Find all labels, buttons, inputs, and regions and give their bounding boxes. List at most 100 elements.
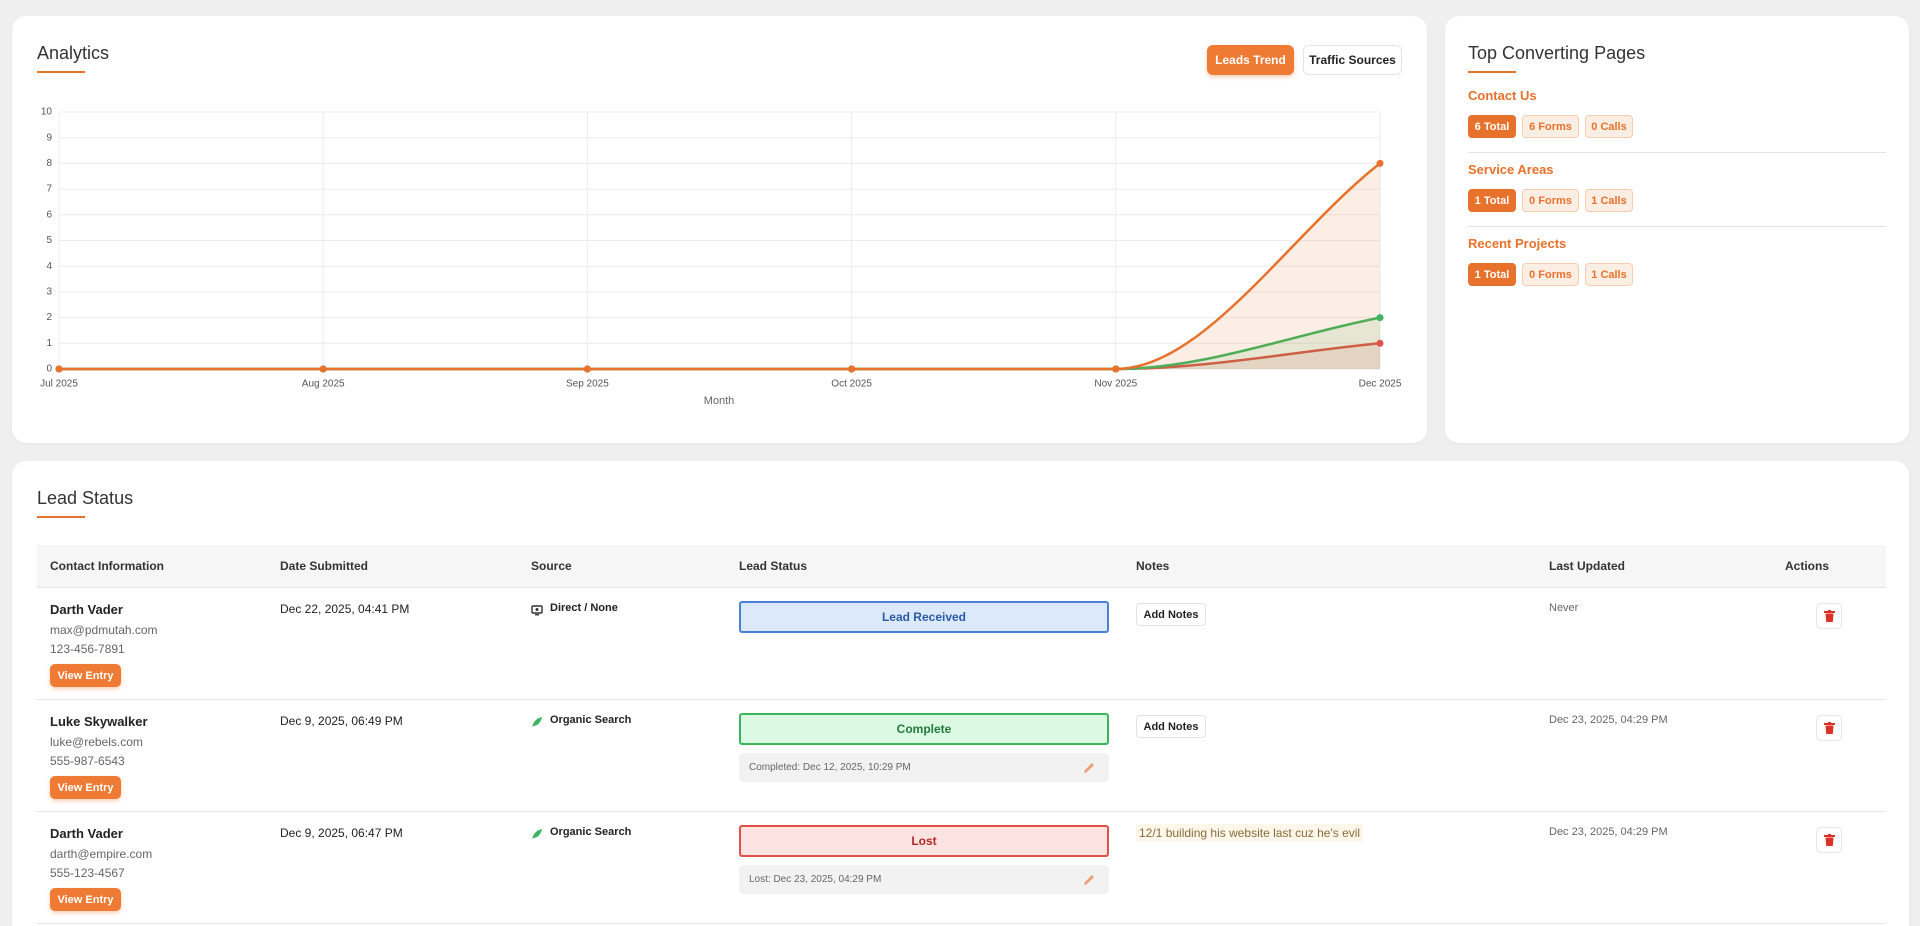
delete-button[interactable] <box>1816 715 1842 741</box>
title-underline <box>37 71 85 73</box>
edit-icon[interactable] <box>1082 761 1096 775</box>
contact-phone: 123-456-7891 <box>50 642 125 656</box>
data-point <box>1376 314 1384 322</box>
data-point <box>1376 159 1384 167</box>
delete-button[interactable] <box>1816 603 1842 629</box>
card-title: Analytics <box>37 43 110 63</box>
notes-text: 12/1 building his website last cuz he's … <box>1136 824 1364 842</box>
table-header <box>37 545 1886 588</box>
y-tick-label: 8 <box>46 158 52 169</box>
source-icon <box>531 715 543 727</box>
x-tick-label: Dec 2025 <box>1359 379 1402 390</box>
series-area <box>59 343 1380 369</box>
count-badge: 0 Calls <box>1585 115 1633 138</box>
divider <box>1468 152 1886 153</box>
column-header: Last Updated <box>1549 559 1626 573</box>
count-badge: 1 Calls <box>1585 189 1633 212</box>
card-title: Top Converting Pages <box>1468 43 1646 63</box>
status-note <box>739 865 1109 894</box>
y-tick-label: 10 <box>41 107 53 118</box>
y-tick-label: 1 <box>46 338 52 349</box>
series-area <box>59 163 1380 369</box>
count-badge: 1 Calls <box>1585 263 1633 286</box>
contact-phone: 555-987-6543 <box>50 754 125 768</box>
card-title: Lead Status <box>37 488 134 508</box>
data-point <box>848 365 856 373</box>
date-submitted: Dec 22, 2025, 04:41 PM <box>280 602 410 616</box>
source-icon <box>531 603 543 616</box>
contact-name: Darth Vader <box>50 826 123 841</box>
y-tick-label: 3 <box>46 287 52 298</box>
date-submitted: Dec 9, 2025, 06:49 PM <box>280 714 403 728</box>
status-select[interactable]: Lead Received <box>739 601 1109 633</box>
source: Organic Search <box>550 826 632 838</box>
status-note-text: Lost: Dec 23, 2025, 04:29 PM <box>749 874 882 885</box>
contact-name: Darth Vader <box>50 602 123 617</box>
row-divider <box>37 811 1886 812</box>
contact-name: Luke Skywalker <box>50 714 148 729</box>
status-note-text: Completed: Dec 12, 2025, 10:29 PM <box>749 762 911 773</box>
x-tick-label: Oct 2025 <box>831 379 872 390</box>
row-divider <box>37 923 1886 924</box>
column-header: Lead Status <box>739 559 808 573</box>
page-name: Contact Us <box>1468 88 1537 103</box>
view-entry-button[interactable]: View Entry <box>50 664 121 687</box>
contact-email: darth@empire.com <box>50 847 153 861</box>
source: Direct / None <box>550 602 618 614</box>
analytics-card: Analytics Leads Trend Traffic Sources Mo… <box>12 16 1427 443</box>
y-tick-label: 9 <box>46 132 52 143</box>
x-tick-label: Sep 2025 <box>566 379 609 390</box>
source: Organic Search <box>550 714 632 726</box>
column-header: Date Submitted <box>280 559 369 573</box>
chart: Month 0 1 2 3 4 5 6 7 8 9 10 Jul 2025 Aug 2025 Sep 20… <box>40 107 1402 407</box>
last-updated: Never <box>1549 602 1579 614</box>
title-underline <box>1468 71 1516 73</box>
series-area <box>59 317 1380 369</box>
trash-icon <box>1823 834 1835 846</box>
trash-icon <box>1823 610 1835 622</box>
y-tick-label: 7 <box>46 184 52 195</box>
column-header: Notes <box>1136 559 1170 573</box>
title-underline <box>37 516 85 518</box>
count-badge: 6 Forms <box>1522 115 1579 138</box>
x-tick-label: Aug 2025 <box>302 379 345 390</box>
last-updated: Dec 23, 2025, 04:29 PM <box>1549 714 1668 726</box>
data-point <box>319 365 327 373</box>
y-tick-label: 5 <box>46 235 52 246</box>
y-tick-label: 0 <box>46 364 52 375</box>
contact-email: max@pdmutah.com <box>50 623 158 637</box>
page-name: Service Areas <box>1468 162 1554 177</box>
date-submitted: Dec 9, 2025, 06:47 PM <box>280 826 403 840</box>
y-tick-label: 6 <box>46 209 52 220</box>
count-badge: 0 Forms <box>1522 263 1579 286</box>
divider <box>1468 226 1886 227</box>
x-axis-label: Month <box>704 395 735 407</box>
column-header: Actions <box>1785 559 1830 573</box>
data-point <box>55 365 63 373</box>
source-icon <box>531 827 543 839</box>
delete-button[interactable] <box>1816 827 1842 853</box>
status-select[interactable]: Complete <box>739 713 1109 745</box>
x-tick-label: Jul 2025 <box>40 379 78 390</box>
page-name: Recent Projects <box>1468 236 1567 251</box>
add-notes-button[interactable]: Add Notes <box>1136 603 1206 626</box>
x-tick-label: Nov 2025 <box>1094 379 1137 390</box>
data-point <box>583 365 591 373</box>
view-entry-button[interactable]: View Entry <box>50 776 121 799</box>
tab-button[interactable]: Leads Trend <box>1207 45 1294 75</box>
status-select[interactable]: Lost <box>739 825 1109 857</box>
count-badge: 0 Forms <box>1522 189 1579 212</box>
trash-icon <box>1823 722 1835 734</box>
edit-icon[interactable] <box>1082 873 1096 887</box>
count-badge: 1 Total <box>1468 189 1516 212</box>
view-entry-button[interactable]: View Entry <box>50 888 121 911</box>
column-header: Source <box>531 559 572 573</box>
last-updated: Dec 23, 2025, 04:29 PM <box>1549 826 1668 838</box>
lead-status-card: Lead Status Contact Information Date Subm… <box>12 461 1909 926</box>
data-point <box>1376 339 1384 347</box>
status-note <box>739 753 1109 782</box>
data-point <box>1112 365 1120 373</box>
tab-button[interactable]: Traffic Sources <box>1303 45 1402 75</box>
add-notes-button[interactable]: Add Notes <box>1136 715 1206 738</box>
